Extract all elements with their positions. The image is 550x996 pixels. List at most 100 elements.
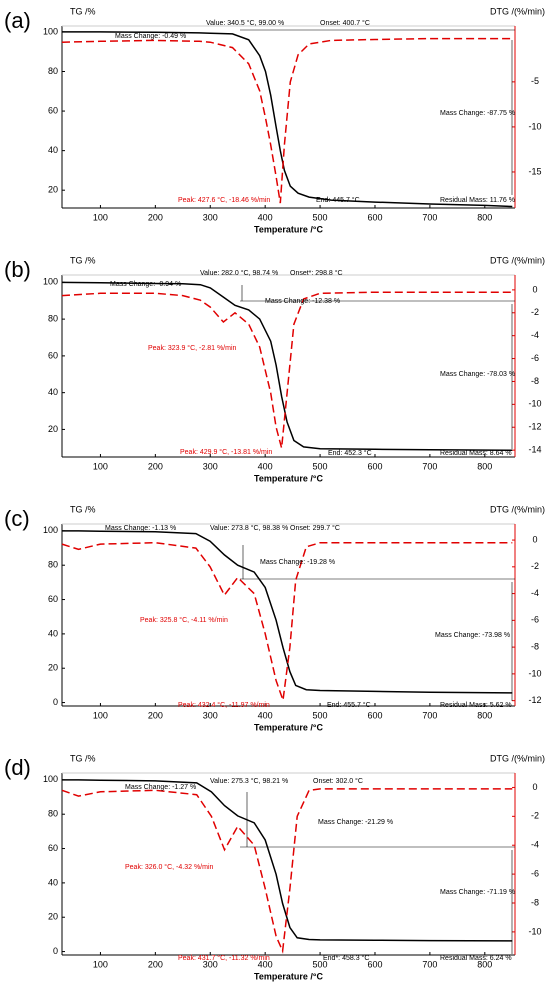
tg-line <box>61 281 513 452</box>
y-axis-title: TG /% <box>70 753 96 763</box>
y-tick-label: 100 <box>43 774 58 784</box>
annotation: Mass Change: -1.27 % <box>125 784 196 791</box>
x-tick-label: 300 <box>203 959 218 969</box>
y-axis-title: TG /% <box>70 504 96 514</box>
x-tick-label: 200 <box>148 461 163 471</box>
dtg-line <box>61 37 513 204</box>
y2-tick-label: -10 <box>528 668 541 678</box>
x-tick-label: 600 <box>367 212 382 222</box>
x-tick-label: 100 <box>93 710 108 720</box>
dtg-line <box>61 291 513 449</box>
annotation: Mass Change: -21.29 % <box>318 819 393 826</box>
y-tick-label: 20 <box>48 424 58 434</box>
y-tick-label: 40 <box>48 628 58 638</box>
x-tick-label: 400 <box>258 461 273 471</box>
y2-tick-label: -12 <box>528 695 541 705</box>
x-tick-label: 800 <box>477 212 492 222</box>
annotation: Mass Change: -87.75 % <box>440 110 515 117</box>
panel-label: (c) <box>4 506 30 531</box>
x-axis-title: Temperature /°C <box>254 971 323 981</box>
y-tick-label: 20 <box>48 912 58 922</box>
y2-tick-label: 0 <box>532 284 537 294</box>
annotation: Mass Change: -78.03 % <box>440 371 515 378</box>
annotation: Onset: 400.7 °C <box>320 19 370 27</box>
y-tick-label: 60 <box>48 350 58 360</box>
x-tick-label: 700 <box>422 710 437 720</box>
x-tick-label: 600 <box>367 461 382 471</box>
x-axis-title: Temperature /°C <box>254 224 323 234</box>
y-tick-label: 60 <box>48 105 58 115</box>
y-axis-title: TG /% <box>70 255 96 265</box>
y-tick-label: 60 <box>48 594 58 604</box>
annotation: Peak: 432.4 °C, -11.97 %/min <box>178 701 270 709</box>
y2-tick-label: -6 <box>531 868 539 878</box>
x-tick-label: 500 <box>313 212 328 222</box>
y-tick-label: 100 <box>43 525 58 535</box>
y2-tick-label: -8 <box>531 641 539 651</box>
y-tick-label: 40 <box>48 145 58 155</box>
x-tick-label: 200 <box>148 710 163 720</box>
annotation: Value: 273.8 °C, 98.38 % <box>210 524 288 532</box>
y2-tick-label: -15 <box>528 166 541 176</box>
tg-line <box>62 779 513 942</box>
x-tick-label: 200 <box>148 959 163 969</box>
annotation: Residual Mass: 5.62 % <box>440 702 512 709</box>
annotation: Onset: 302.0 °C <box>313 777 363 785</box>
y2-tick-label: -4 <box>531 840 539 850</box>
y-tick-label: 0 <box>53 697 58 707</box>
annotation: Mass Change: -73.98 % <box>435 632 510 639</box>
annotation: Mass Change: -0.49 % <box>115 33 186 40</box>
y-tick-label: 40 <box>48 877 58 887</box>
tg-line <box>62 530 513 694</box>
y2-tick-label: -4 <box>531 330 539 340</box>
y2-tick-label: -2 <box>531 307 539 317</box>
y-tick-label: 0 <box>53 946 58 956</box>
x-tick-label: 300 <box>203 212 218 222</box>
panel-label: (d) <box>4 755 31 780</box>
y2-tick-label: -12 <box>528 422 541 432</box>
x-tick-label: 500 <box>313 710 328 720</box>
x-tick-label: 400 <box>258 212 273 222</box>
annotation: End: 445.7 °C <box>316 196 360 204</box>
y2-tick-label: -4 <box>531 588 539 598</box>
annotation: Mass Change: -12.38 % <box>265 298 340 305</box>
annotation: End: 452.3 °C <box>328 449 372 457</box>
panel-label: (b) <box>4 257 31 282</box>
y2-tick-label: -10 <box>528 926 541 936</box>
annotation: Onset*: 298.8 °C <box>290 269 343 277</box>
x-tick-label: 700 <box>422 959 437 969</box>
x-tick-label: 500 <box>313 959 328 969</box>
annotation: Residual Mass: 8.64 % <box>440 450 512 457</box>
annotation: Onset: 299.7 °C <box>290 524 340 532</box>
tg-line <box>62 31 513 208</box>
y2-tick-label: -8 <box>531 897 539 907</box>
annotation: Value: 275.3 °C, 98.21 % <box>210 777 288 785</box>
y-tick-label: 60 <box>48 843 58 853</box>
y2-axis-title: DTG /(%/min) <box>490 255 545 265</box>
y2-tick-label: -2 <box>531 811 539 821</box>
y-tick-label: 80 <box>48 313 58 323</box>
y-tick-label: 80 <box>48 66 58 76</box>
y2-tick-label: -6 <box>531 353 539 363</box>
x-tick-label: 600 <box>367 710 382 720</box>
annotation: Mass Change: -1.13 % <box>105 525 176 532</box>
annotation: Residual Mass: 6.24 % <box>440 955 512 962</box>
annotation: End: 455.7 °C <box>327 701 371 709</box>
x-tick-label: 800 <box>477 710 492 720</box>
y-tick-label: 80 <box>48 560 58 570</box>
x-tick-label: 300 <box>203 461 218 471</box>
annotation: Value: 340.5 °C, 99.00 % <box>206 19 284 27</box>
annotation: Mass Change: -19.28 % <box>260 559 335 566</box>
x-tick-label: 400 <box>258 959 273 969</box>
y2-tick-label: -10 <box>528 399 541 409</box>
x-tick-label: 500 <box>313 461 328 471</box>
y2-tick-label: -6 <box>531 615 539 625</box>
y-tick-label: 100 <box>43 277 58 287</box>
x-tick-label: 700 <box>422 212 437 222</box>
y-tick-label: 100 <box>43 26 58 36</box>
y-tick-label: 20 <box>48 185 58 195</box>
annotation: Peak: 427.6 °C, -18.46 %/min <box>178 196 270 204</box>
x-tick-label: 100 <box>93 461 108 471</box>
y2-tick-label: -8 <box>531 376 539 386</box>
